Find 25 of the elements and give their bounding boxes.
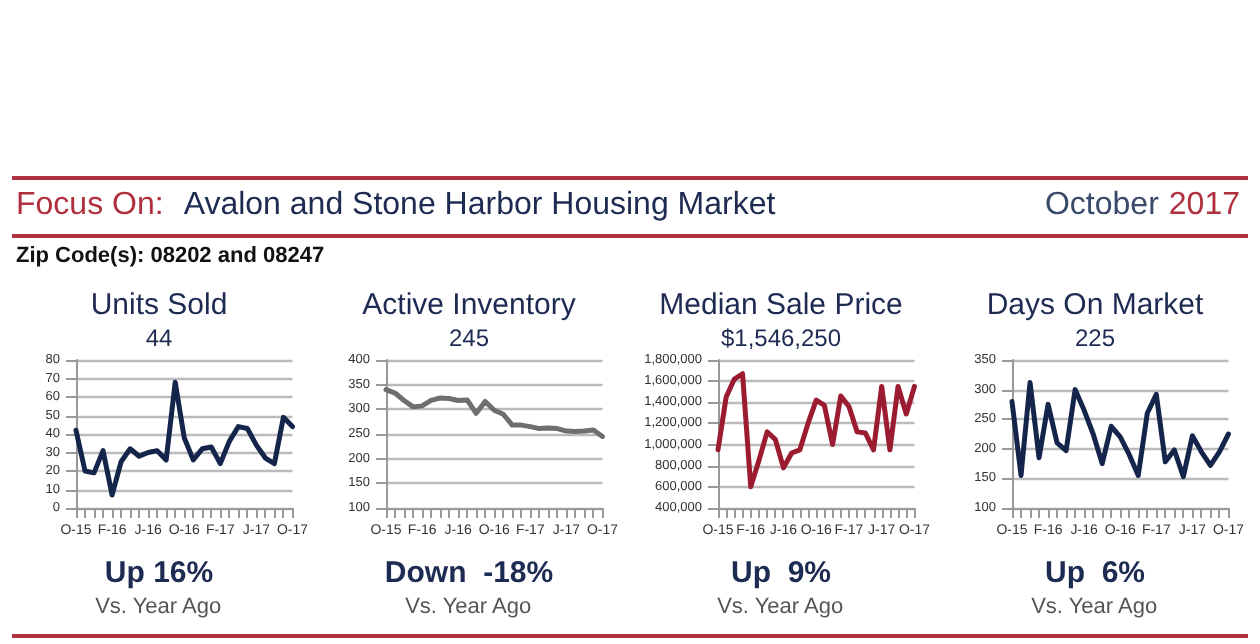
text: Focus On:	[16, 188, 164, 224]
chart-subtitle: 245	[448, 324, 490, 352]
text: 2017	[1168, 188, 1240, 224]
chart-subtitle: 225	[1074, 324, 1116, 352]
text: Up 9%	[730, 556, 832, 590]
chart-title: Median Sale Price	[659, 288, 903, 322]
chart-title: Days On Market	[986, 288, 1206, 322]
text: Zip Code(s): 08202 and 08247	[16, 244, 325, 268]
line-series	[715, 371, 917, 490]
chart-subtitle: 44	[145, 324, 173, 352]
line-series	[73, 379, 295, 498]
chart-title: Units Sold	[90, 288, 228, 322]
text: Vs. Year Ago	[95, 595, 222, 619]
line-series	[1009, 380, 1231, 480]
text: Down -18%	[384, 556, 554, 590]
text: Vs. Year Ago	[405, 595, 532, 619]
text: Up 16%	[104, 556, 214, 590]
text: Avalon and Stone Harbor Housing Market	[183, 188, 776, 224]
text: Up 6%	[1044, 556, 1146, 590]
chart-title: Active Inventory	[362, 288, 577, 322]
text: Vs. Year Ago	[1031, 595, 1158, 619]
text: Vs. Year Ago	[717, 595, 844, 619]
line-series	[383, 387, 605, 439]
text: October	[1044, 188, 1159, 224]
chart-subtitle: $1,546,250	[720, 324, 842, 352]
